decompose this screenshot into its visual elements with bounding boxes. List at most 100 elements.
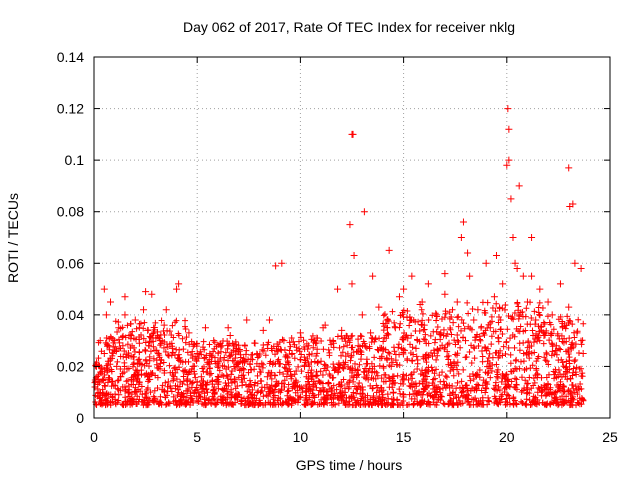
- band-marker: [145, 342, 152, 349]
- band-marker: [418, 306, 425, 313]
- band-marker: [304, 355, 311, 362]
- band-marker: [112, 382, 119, 389]
- data-point: [214, 378, 222, 386]
- band-marker: [404, 355, 411, 362]
- band-marker: [548, 340, 555, 347]
- band-marker: [561, 384, 568, 391]
- band-marker: [184, 388, 191, 395]
- band-marker: [150, 330, 157, 337]
- band-marker: [471, 345, 478, 352]
- band-marker: [303, 392, 310, 399]
- band-marker: [566, 357, 573, 364]
- band-marker: [481, 343, 488, 350]
- band-marker: [554, 332, 561, 339]
- band-marker: [169, 372, 176, 379]
- band-marker: [201, 355, 208, 362]
- data-point: [263, 373, 271, 381]
- band-marker: [407, 341, 414, 348]
- band-marker: [179, 335, 186, 342]
- data-point: [278, 259, 286, 267]
- band-marker: [286, 347, 293, 354]
- band-marker: [349, 332, 356, 339]
- band-marker: [446, 315, 453, 322]
- band-marker: [528, 314, 535, 321]
- band-marker: [425, 317, 432, 324]
- band-marker: [566, 388, 573, 395]
- data-point: [173, 285, 181, 293]
- band-marker: [275, 388, 282, 395]
- data-point: [234, 347, 242, 355]
- band-marker: [546, 319, 553, 326]
- band-marker: [182, 339, 189, 346]
- data-point: [142, 288, 150, 296]
- data-point: [349, 130, 357, 138]
- band-marker: [410, 402, 417, 409]
- band-marker: [333, 386, 340, 393]
- band-marker: [500, 343, 507, 350]
- band-marker: [496, 387, 503, 394]
- band-marker: [508, 315, 515, 322]
- data-point: [504, 105, 512, 113]
- data-point: [540, 331, 548, 339]
- band-marker: [136, 320, 143, 327]
- band-marker: [171, 351, 178, 358]
- band-marker: [275, 394, 282, 401]
- band-marker: [183, 377, 190, 384]
- band-marker: [164, 388, 171, 395]
- band-marker: [137, 388, 144, 395]
- band-marker: [571, 334, 578, 341]
- data-point: [544, 380, 552, 388]
- data-point: [552, 342, 560, 350]
- band-marker: [567, 318, 574, 325]
- band-marker: [475, 400, 482, 407]
- band-marker: [331, 367, 338, 374]
- band-marker: [551, 395, 558, 402]
- band-marker: [277, 346, 284, 353]
- band-marker: [272, 351, 279, 358]
- band-marker: [431, 370, 438, 377]
- band-marker: [223, 382, 230, 389]
- data-point: [556, 280, 564, 288]
- band-marker: [440, 326, 447, 333]
- data-point: [327, 391, 335, 399]
- band-marker: [230, 401, 237, 408]
- band-marker: [178, 392, 185, 399]
- x-tick-label: 15: [396, 429, 412, 445]
- band-marker: [557, 346, 564, 353]
- band-marker: [258, 384, 265, 391]
- band-marker: [141, 319, 148, 326]
- band-marker: [480, 330, 487, 337]
- band-marker: [337, 383, 344, 390]
- band-marker: [453, 362, 460, 369]
- band-marker: [538, 387, 545, 394]
- band-marker: [292, 382, 299, 389]
- band-marker: [531, 308, 538, 315]
- band-marker: [173, 376, 180, 383]
- band-marker: [380, 378, 387, 385]
- data-point: [348, 280, 356, 288]
- band-marker: [522, 377, 529, 384]
- band-marker: [325, 380, 332, 387]
- data-point: [437, 329, 445, 337]
- band-marker: [538, 392, 545, 399]
- band-marker: [147, 389, 154, 396]
- band-marker: [185, 369, 192, 376]
- band-marker: [234, 361, 241, 368]
- band-marker: [482, 384, 489, 391]
- band-marker: [133, 378, 140, 385]
- y-axis-title: ROTI / TECUs: [5, 193, 21, 283]
- band-marker: [325, 379, 332, 386]
- data-point: [119, 342, 127, 350]
- data-point: [412, 344, 420, 352]
- band-marker: [362, 394, 369, 401]
- band-marker: [365, 376, 372, 383]
- band-marker: [157, 342, 164, 349]
- band-marker: [273, 348, 280, 355]
- band-marker: [318, 337, 325, 344]
- band-marker: [257, 369, 264, 376]
- data-point: [245, 383, 253, 391]
- band-marker: [493, 369, 500, 376]
- band-marker: [237, 354, 244, 361]
- band-marker: [143, 370, 150, 377]
- band-marker: [420, 335, 427, 342]
